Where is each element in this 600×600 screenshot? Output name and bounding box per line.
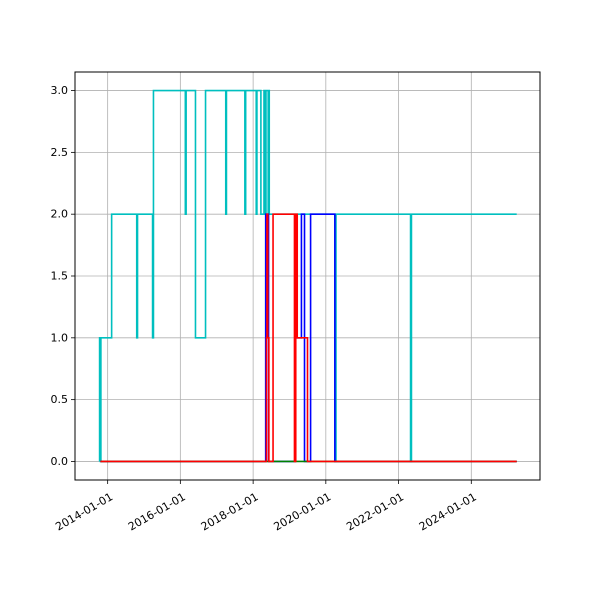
series-line-0 bbox=[98, 89, 517, 463]
y-axis: 0.0 0.5 1.0 1.5 2.0 2.5 3.0 bbox=[51, 84, 75, 468]
series-layer bbox=[98, 89, 517, 463]
y-tick-label: 0.5 bbox=[51, 393, 69, 406]
y-tick-label: 3.0 bbox=[51, 84, 69, 97]
y-tick-label: 1.0 bbox=[51, 331, 69, 344]
y-tick-label: 2.0 bbox=[51, 208, 69, 221]
series-line-3 bbox=[100, 213, 517, 463]
y-tick-label: 2.5 bbox=[51, 146, 69, 159]
y-tick-label: 1.5 bbox=[51, 270, 69, 283]
y-tick-label: 0.0 bbox=[51, 455, 69, 468]
